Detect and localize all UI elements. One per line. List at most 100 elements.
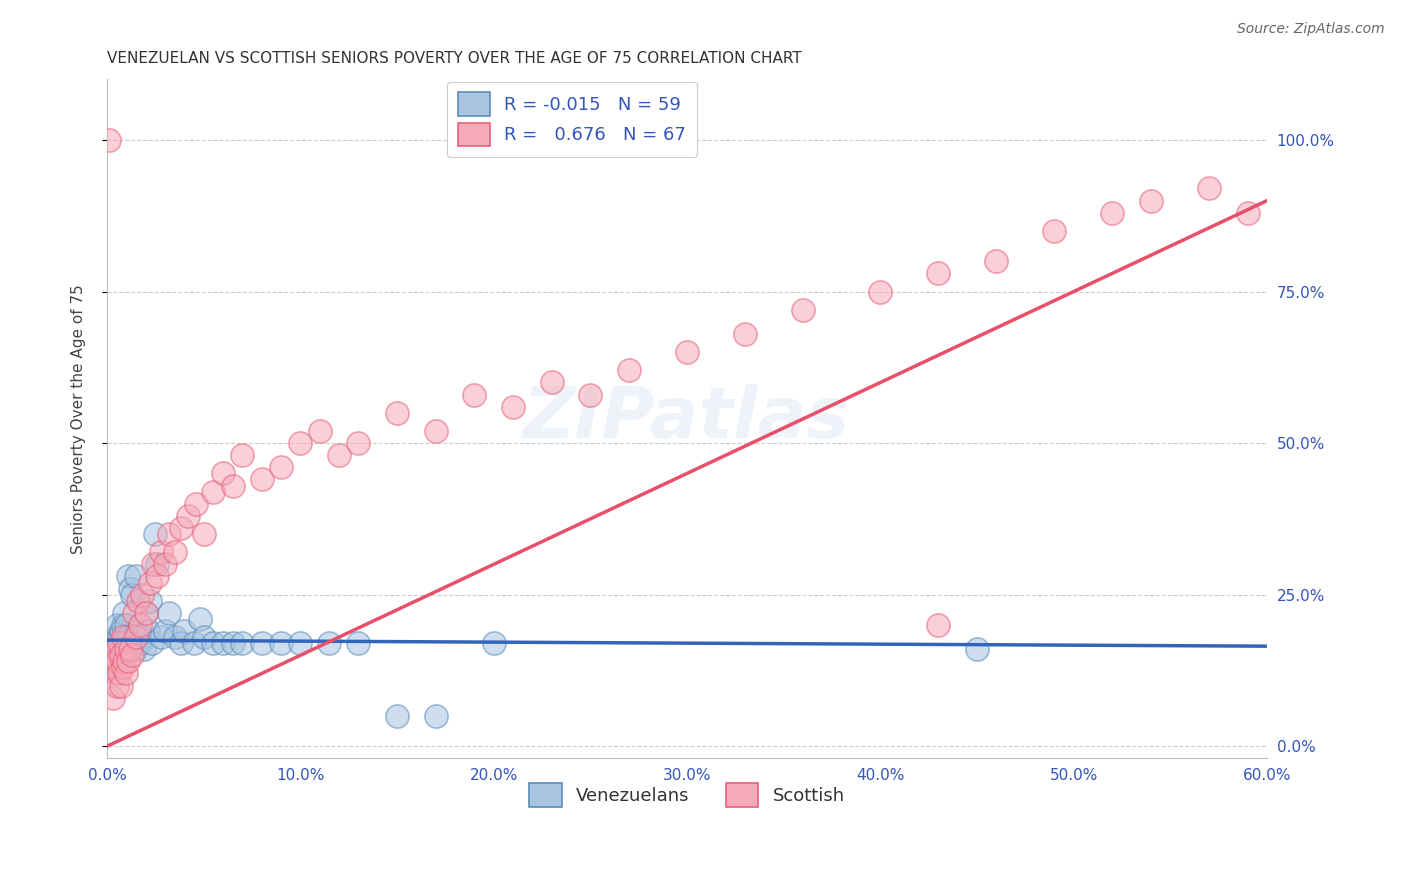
Point xyxy=(250,636,273,650)
Point xyxy=(212,467,235,481)
Point xyxy=(927,266,949,280)
Point xyxy=(129,636,152,650)
Point xyxy=(105,679,128,693)
Point xyxy=(146,558,169,572)
Point xyxy=(101,654,124,668)
Point xyxy=(425,709,447,723)
Point xyxy=(617,363,640,377)
Point xyxy=(104,666,127,681)
Point xyxy=(132,642,155,657)
Point xyxy=(114,648,136,663)
Point xyxy=(163,545,186,559)
Point xyxy=(270,460,292,475)
Point xyxy=(328,448,350,462)
Point xyxy=(540,376,562,390)
Point xyxy=(270,636,292,650)
Point xyxy=(125,642,148,657)
Point xyxy=(138,575,160,590)
Point xyxy=(502,400,524,414)
Point xyxy=(135,606,157,620)
Point xyxy=(107,666,129,681)
Point xyxy=(111,636,134,650)
Point xyxy=(150,630,173,644)
Point xyxy=(385,709,408,723)
Y-axis label: Seniors Poverty Over the Age of 75: Seniors Poverty Over the Age of 75 xyxy=(72,284,86,554)
Point xyxy=(121,648,143,663)
Point xyxy=(145,527,167,541)
Point xyxy=(290,636,312,650)
Point xyxy=(105,642,128,657)
Point xyxy=(135,606,157,620)
Point xyxy=(222,636,245,650)
Point xyxy=(869,285,891,299)
Point xyxy=(966,642,988,657)
Point xyxy=(115,618,138,632)
Point xyxy=(104,642,127,657)
Point xyxy=(927,618,949,632)
Point xyxy=(121,588,143,602)
Point xyxy=(121,636,143,650)
Point xyxy=(385,406,408,420)
Point xyxy=(127,593,149,607)
Point xyxy=(734,326,756,341)
Point xyxy=(250,473,273,487)
Point xyxy=(111,660,134,674)
Point xyxy=(101,642,124,657)
Point xyxy=(127,624,149,638)
Point xyxy=(347,636,370,650)
Point xyxy=(792,302,814,317)
Point xyxy=(131,630,153,644)
Point xyxy=(153,558,176,572)
Point xyxy=(146,569,169,583)
Point xyxy=(100,648,122,663)
Point xyxy=(231,448,253,462)
Point xyxy=(117,569,139,583)
Point xyxy=(193,630,215,644)
Point xyxy=(202,484,225,499)
Point xyxy=(114,606,136,620)
Point xyxy=(114,654,136,668)
Point xyxy=(290,436,312,450)
Point xyxy=(163,630,186,644)
Point xyxy=(100,660,122,674)
Point xyxy=(98,654,121,668)
Point xyxy=(1236,205,1258,219)
Point xyxy=(117,654,139,668)
Point xyxy=(579,387,602,401)
Point xyxy=(318,636,340,650)
Point xyxy=(107,636,129,650)
Point xyxy=(110,648,132,663)
Point xyxy=(347,436,370,450)
Point xyxy=(142,558,165,572)
Point xyxy=(184,497,207,511)
Point xyxy=(676,345,699,359)
Legend: Venezuelans, Scottish: Venezuelans, Scottish xyxy=(522,776,852,814)
Point xyxy=(193,527,215,541)
Point xyxy=(98,648,121,663)
Point xyxy=(231,636,253,650)
Point xyxy=(111,630,134,644)
Text: Source: ZipAtlas.com: Source: ZipAtlas.com xyxy=(1237,22,1385,37)
Point xyxy=(136,624,159,638)
Point xyxy=(110,679,132,693)
Point xyxy=(120,582,142,596)
Point xyxy=(153,624,176,638)
Point xyxy=(104,648,127,663)
Point xyxy=(105,654,128,668)
Point xyxy=(482,636,505,650)
Point xyxy=(1043,224,1066,238)
Point xyxy=(150,545,173,559)
Point xyxy=(177,508,200,523)
Point xyxy=(129,618,152,632)
Point xyxy=(1198,181,1220,195)
Point xyxy=(212,636,235,650)
Point xyxy=(1101,205,1123,219)
Point xyxy=(986,254,1008,268)
Point xyxy=(115,642,138,657)
Point xyxy=(101,636,124,650)
Point xyxy=(157,606,180,620)
Point xyxy=(115,666,138,681)
Point xyxy=(188,612,211,626)
Point xyxy=(104,630,127,644)
Point xyxy=(1140,194,1163,208)
